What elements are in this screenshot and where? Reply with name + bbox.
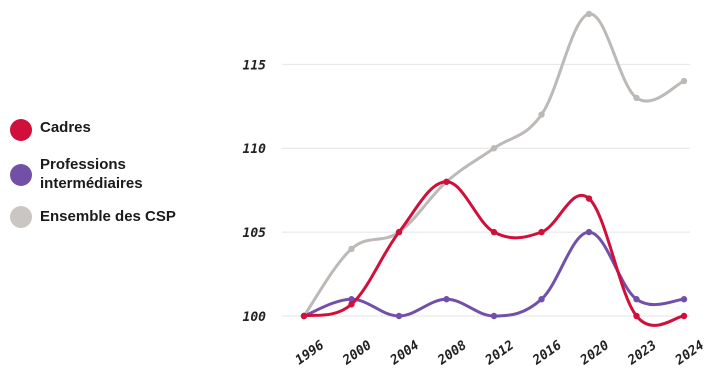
legend: Cadres Professions intermédiaires Ensemb… [10,118,200,228]
series-line-cadres [302,180,686,327]
point-ensemble-des-csp-2016 [538,111,545,118]
point-cadres-2004 [395,228,403,236]
point-cadres-2016 [538,228,545,236]
point-ensemble-des-csp-2020 [585,10,593,18]
legend-swatch-professions-intermediaires [10,164,32,186]
point-cadres-2023 [633,312,640,320]
point-ensemble-des-csp-2023 [633,94,640,102]
y-tick-label-100: 100 [243,310,267,325]
point-professions-intermediaires-2016 [538,296,545,303]
legend-label-professions-intermediaires: Professions intermédiaires [40,156,143,192]
point-ensemble-des-csp-2012 [490,145,498,152]
point-professions-intermediaires-2023 [633,296,640,303]
point-cadres-2020 [585,195,593,202]
x-tick-label-2008: 2008 [435,338,470,369]
point-ensemble-des-csp-2000 [348,245,355,253]
series-line-professions-intermediaires [302,230,686,318]
x-tick-label-1996: 1996 [293,338,327,368]
legend-item-professions-intermediaires: Professions intermédiaires [10,155,200,193]
point-professions-intermediaires-2020 [585,228,593,236]
x-tick-label-2020: 2020 [577,338,612,369]
point-cadres-2008 [443,178,450,185]
legend-label-cadres: Cadres [40,119,91,136]
y-tick-label-105: 105 [243,226,267,241]
point-professions-intermediaires-2024 [680,296,688,303]
x-tick-label-2004: 2004 [387,338,422,369]
point-cadres-2024 [680,312,688,320]
series-line-ensemble-des-csp [302,12,686,318]
x-tick-label-2024: 2024 [672,338,705,369]
legend-swatch-ensemble-des-csp [10,206,32,228]
x-tick-label-2000: 2000 [340,338,375,369]
y-tick-label-110: 110 [243,142,267,157]
y-tick-label-115: 115 [243,58,267,73]
point-cadres-2012 [490,228,498,236]
point-professions-intermediaires-2008 [443,296,450,303]
legend-swatch-cadres [10,119,32,141]
point-ensemble-des-csp-2024 [680,77,688,85]
legend-item-cadres: Cadres [10,118,200,141]
x-tick-label-2012: 2012 [482,338,517,369]
point-cadres-2000 [348,301,355,308]
x-tick-label-2023: 2023 [625,338,660,369]
x-tick-label-2016: 2016 [530,338,565,369]
point-professions-intermediaires-2012 [490,312,498,320]
legend-label-ensemble-des-csp: Ensemble des CSP [40,208,176,225]
point-cadres-1996 [300,312,308,320]
legend-item-ensemble-des-csp: Ensemble des CSP [10,206,200,228]
point-professions-intermediaires-2004 [395,312,403,320]
